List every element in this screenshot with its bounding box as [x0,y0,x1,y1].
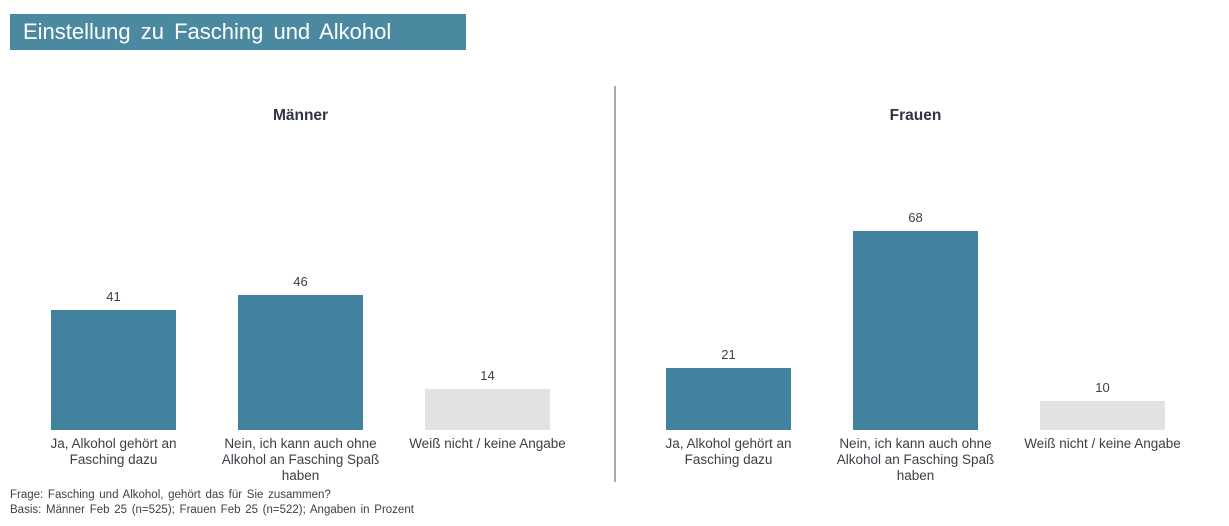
bar [853,231,978,430]
bar [1040,401,1165,430]
bar-group: 14 Weiß nicht / keine Angabe [399,85,577,485]
footnote-question: Frage: Fasching und Alkohol, gehört das … [10,489,331,501]
bar-category-label: Ja, Alkohol gehört an Fasching dazu [50,436,177,468]
bar-category-label: Weiß nicht / keine Angabe [409,436,566,451]
bar-group: 46 Nein, ich kann auch ohne Alkohol an Fa… [212,85,390,485]
bar-area: 46 [238,85,363,430]
bar [666,368,791,430]
footnote-basis: Basis: Männer Feb 25 (n=525); Frauen Feb… [10,503,414,516]
bar-area: 14 [425,85,550,430]
chart-title-maenner: Männer [272,107,329,124]
bars-row: 41 Ja, Alkohol gehört an Fasching dazu 46 N… [10,85,591,485]
bar-category-label: Nein, ich kann auch ohne Alkohol an Fasc… [221,436,380,484]
bars-row: 21 Ja, Alkohol gehört an Fasching dazu 68 N… [625,85,1206,485]
chart-title-frauen: Frauen [889,107,942,124]
bar-group: 68 Nein, ich kann auch ohne Alkohol an Fa… [827,85,1005,485]
bar-value-label: 41 [106,289,121,304]
bar [425,389,550,430]
chart-panel-maenner: 41 Ja, Alkohol gehört an Fasching dazu 46 N… [10,85,591,497]
bar-category-label: Weiß nicht / keine Angabe [1024,436,1181,451]
bar-value-label: 14 [480,368,495,383]
bar-group: 41 Ja, Alkohol gehört an Fasching dazu [25,85,203,485]
chart-panel-frauen: 21 Ja, Alkohol gehört an Fasching dazu 68 N… [625,85,1206,497]
bar-area: 10 [1040,85,1165,430]
bar-value-label: 68 [908,210,923,225]
bar-category-label: Ja, Alkohol gehört an Fasching dazu [665,436,792,468]
bar-value-label: 10 [1095,380,1110,395]
bar-category-label: Nein, ich kann auch ohne Alkohol an Fasc… [836,436,995,484]
bar-area: 41 [51,85,176,430]
bar-area: 68 [853,85,978,430]
page-title: Einstellung zu Fasching und Alkohol [10,14,466,50]
panel-divider [614,86,616,482]
bar [238,295,363,430]
bar-value-label: 21 [721,347,736,362]
bar-group: 21 Ja, Alkohol gehört an Fasching dazu [640,85,818,485]
bar-area: 21 [666,85,791,430]
footnote: Frage: Fasching und Alkohol, gehört das … [10,488,414,517]
bar [51,310,176,430]
bar-value-label: 46 [293,274,308,289]
bar-group: 10 Weiß nicht / keine Angabe [1014,85,1192,485]
